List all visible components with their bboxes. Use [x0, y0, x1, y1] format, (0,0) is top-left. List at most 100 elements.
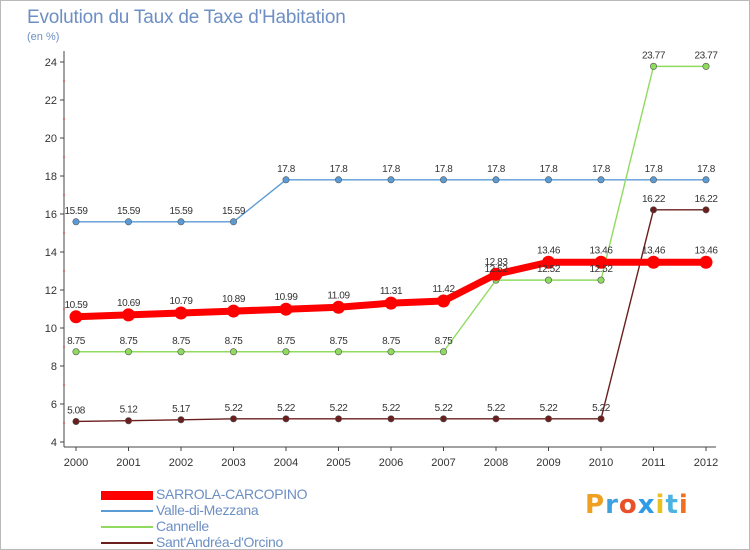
legend-item-valle[interactable]: Valle-di-Mezzana: [101, 502, 401, 519]
data-point-sant-andre-a-d-orcino: [230, 415, 238, 423]
y-tick-label: 16: [45, 209, 57, 221]
data-point-sant-andre-a-d-orcino: [125, 417, 133, 425]
logo-letter: i: [678, 490, 689, 520]
data-label-valle-di-mezzana: 15.59: [222, 206, 246, 217]
legend-swatch-sant-andrea: [101, 542, 153, 544]
data-point-valle-di-mezzana: [597, 176, 605, 184]
data-label-cannelle: 8.75: [382, 336, 401, 347]
data-label-sarrola-carcopino: 11.31: [380, 286, 403, 297]
data-point-valle-di-mezzana: [230, 218, 238, 226]
data-label-sant-andre-a-d-orcino: 5.22: [277, 403, 296, 414]
data-label-cannelle: 12.52: [484, 264, 508, 275]
data-point-cannelle: [334, 348, 342, 356]
data-point-cannelle: [387, 348, 395, 356]
data-point-sarrola-carcopino: [174, 306, 188, 320]
data-point-sant-andre-a-d-orcino: [387, 415, 395, 423]
data-label-valle-di-mezzana: 17.8: [592, 164, 611, 175]
data-point-valle-di-mezzana: [649, 176, 657, 184]
x-tick-label: 2006: [379, 457, 403, 469]
y-tick-label: 24: [45, 57, 57, 69]
data-point-cannelle: [597, 276, 605, 284]
legend-item-sant-andrea[interactable]: Sant'Andréa-d'Orcino: [101, 534, 401, 550]
data-label-sarrola-carcopino: 13.46: [537, 245, 561, 256]
x-tick-label: 2009: [536, 457, 560, 469]
data-point-valle-di-mezzana: [702, 176, 710, 184]
data-point-valle-di-mezzana: [439, 176, 447, 184]
data-label-valle-di-mezzana: 15.59: [117, 206, 141, 217]
data-label-sant-andre-a-d-orcino: 16.22: [642, 194, 666, 205]
data-label-valle-di-mezzana: 17.8: [645, 164, 664, 175]
data-label-valle-di-mezzana: 17.8: [277, 164, 296, 175]
data-label-sarrola-carcopino: 11.09: [327, 290, 350, 301]
data-point-sarrola-carcopino: [227, 304, 240, 318]
data-point-cannelle: [439, 348, 447, 356]
data-point-sant-andre-a-d-orcino: [544, 415, 552, 423]
legend-swatch-valle: [101, 510, 153, 512]
data-label-sant-andre-a-d-orcino: 5.22: [540, 403, 559, 414]
legend-item-sarrola[interactable]: SARROLA-CARCOPINO: [101, 486, 401, 503]
data-label-sarrola-carcopino: 13.46: [694, 245, 718, 256]
data-point-sarrola-carcopino: [594, 255, 608, 269]
data-label-cannelle: 8.75: [435, 336, 454, 347]
data-label-valle-di-mezzana: 17.8: [435, 164, 454, 175]
x-tick-label: 2010: [589, 457, 613, 469]
y-tick-label: 12: [45, 285, 57, 297]
logo-letter: P: [585, 490, 606, 520]
legend-swatch-cannelle: [101, 526, 153, 528]
data-point-sarrola-carcopino: [699, 255, 713, 269]
data-point-valle-di-mezzana: [334, 176, 342, 184]
data-label-sant-andre-a-d-orcino: 16.22: [694, 194, 718, 205]
x-tick-label: 2007: [431, 457, 455, 469]
data-label-sarrola-carcopino: 10.79: [169, 296, 193, 307]
data-label-cannelle: 23.77: [642, 50, 666, 61]
data-point-sarrola-carcopino: [122, 308, 135, 322]
logo-letter: i: [655, 490, 666, 520]
data-label-cannelle: 12.52: [537, 264, 561, 275]
data-point-sant-andre-a-d-orcino: [597, 415, 605, 423]
data-label-sarrola-carcopino: 12.83: [484, 257, 508, 268]
data-label-sant-andre-a-d-orcino: 5.12: [120, 405, 139, 416]
legend-item-cannelle[interactable]: Cannelle: [101, 518, 401, 535]
y-tick-label: 4: [51, 437, 57, 449]
data-point-cannelle: [177, 348, 185, 356]
data-label-sarrola-carcopino: 13.46: [589, 245, 613, 256]
data-label-cannelle: 8.75: [172, 336, 191, 347]
x-tick-label: 2011: [642, 457, 666, 469]
data-label-valle-di-mezzana: 17.8: [330, 164, 349, 175]
legend: SARROLA-CARCOPINO Valle-di-Mezzana Canne…: [101, 486, 401, 550]
data-label-sant-andre-a-d-orcino: 5.22: [330, 403, 349, 414]
data-point-valle-di-mezzana: [544, 176, 552, 184]
y-tick-label: 18: [45, 171, 57, 183]
data-point-sarrola-carcopino: [437, 294, 450, 308]
logo-letter: r: [605, 490, 619, 520]
legend-swatch-sarrola: [101, 491, 153, 500]
unit-label: (en %): [27, 31, 60, 43]
data-label-cannelle: 8.75: [120, 336, 139, 347]
logo-letter: x: [637, 490, 656, 520]
data-point-cannelle: [649, 62, 657, 70]
x-tick-label: 2002: [169, 457, 193, 469]
data-label-cannelle: 8.75: [330, 336, 349, 347]
data-point-valle-di-mezzana: [177, 218, 185, 226]
data-label-sarrola-carcopino: 11.42: [432, 284, 455, 295]
data-label-sarrola-carcopino: 10.59: [64, 300, 88, 311]
y-tick-label: 8: [51, 361, 57, 373]
data-point-sant-andre-a-d-orcino: [439, 415, 447, 423]
data-point-valle-di-mezzana: [387, 176, 395, 184]
x-tick-label: 2012: [694, 457, 718, 469]
data-point-sarrola-carcopino: [384, 296, 398, 310]
data-label-valle-di-mezzana: 17.8: [382, 164, 401, 175]
data-point-sant-andre-a-d-orcino: [282, 415, 290, 423]
y-tick-label: 6: [51, 399, 57, 411]
data-point-sarrola-carcopino: [489, 267, 503, 281]
data-point-cannelle: [544, 276, 552, 284]
data-point-cannelle: [230, 348, 238, 356]
data-label-cannelle: 8.75: [67, 336, 86, 347]
data-label-sarrola-carcopino: 10.69: [117, 298, 141, 309]
data-point-sant-andre-a-d-orcino: [334, 415, 342, 423]
legend-label-sant-andrea: Sant'Andréa-d'Orcino: [156, 534, 283, 550]
data-label-sant-andre-a-d-orcino: 5.22: [487, 403, 506, 414]
data-point-sarrola-carcopino: [647, 255, 660, 269]
